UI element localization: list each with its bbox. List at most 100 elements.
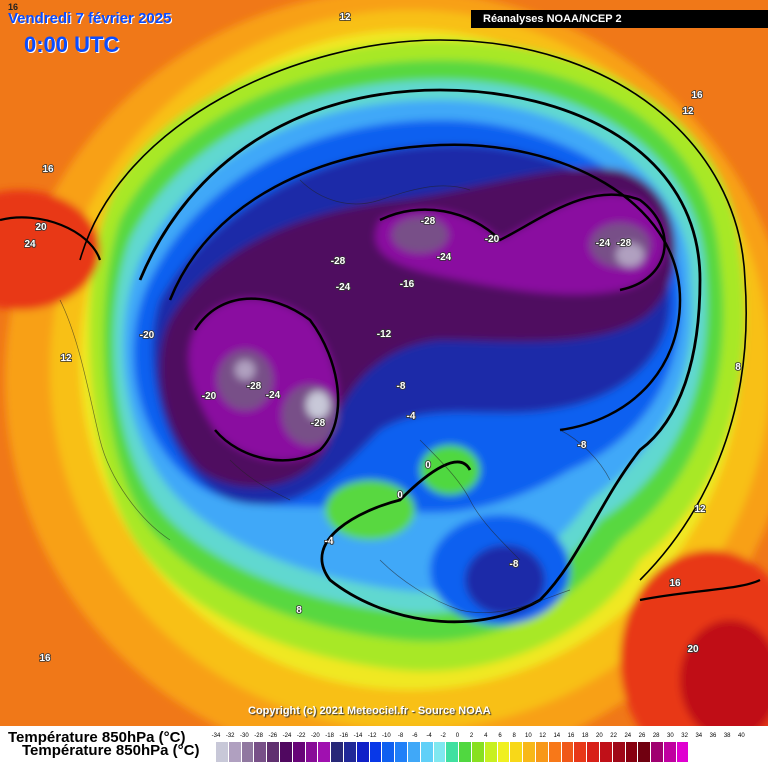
legend-tick: -14 (353, 733, 363, 739)
legend-tick: -6 (412, 733, 418, 739)
legend-tick: 8 (512, 733, 516, 739)
contour-label: -28 (617, 238, 632, 249)
legend-swatch (587, 742, 600, 762)
contour-label: -28 (311, 418, 326, 429)
contour-label: 8 (296, 605, 302, 616)
corner-label: 16 (8, 2, 19, 12)
legend-tick: -18 (325, 733, 334, 739)
legend-swatch (638, 742, 652, 762)
contour-label: -16 (400, 279, 415, 290)
legend-swatch (625, 742, 639, 762)
legend-tick: 38 (723, 733, 731, 739)
legend-tick: 22 (610, 733, 617, 739)
legend-swatch (395, 742, 408, 762)
contour-label: 0 (425, 460, 431, 471)
legend-tick: 36 (709, 733, 717, 739)
legend-swatch (254, 742, 268, 762)
legend-swatch (523, 742, 536, 762)
contour-label: 0 (397, 490, 403, 501)
legend-swatch (663, 742, 677, 762)
contour-label: -28 (421, 216, 436, 227)
legend-tick: -30 (240, 733, 249, 739)
contour-label: -20 (485, 234, 500, 245)
legend-tick: -2 (440, 733, 446, 739)
legend-swatch (228, 742, 242, 762)
legend-tick: -26 (268, 733, 278, 739)
legend-title: Température 850hPa (°C) (8, 729, 186, 746)
contour-label: -4 (325, 536, 334, 547)
legend-swatch (676, 742, 690, 762)
legend-tick: 40 (738, 733, 745, 739)
legend-title-shadow: Température 850hPa (°C) (22, 742, 200, 759)
contour-label: -8 (397, 381, 406, 392)
legend-tick: 32 (681, 733, 688, 739)
legend-tick: -4 (426, 733, 432, 739)
legend-swatch (561, 742, 575, 762)
contour-label: 16 (669, 578, 681, 589)
legend-tick: 18 (581, 733, 589, 739)
contour-label: -4 (407, 411, 416, 422)
legend-swatch (356, 742, 370, 762)
legend-scale-ticks: -34 -32 -30 -28 -26 -24 -22 -20 -18 -16 -14 -12 -10-… (212, 733, 756, 743)
legend-swatches (216, 742, 690, 762)
contour-label: -24 (596, 238, 611, 249)
contour-label: 8 (735, 362, 741, 373)
legend-swatch (279, 742, 293, 762)
legend-swatch (484, 742, 498, 762)
contour-label: 12 (694, 504, 706, 515)
legend-swatch (446, 742, 460, 762)
contour-label: -24 (336, 282, 351, 293)
legend-swatch (216, 742, 229, 762)
copyright-text: Copyright (c) 2021 Meteociel.fr - Source… (248, 705, 491, 717)
legend-swatch (433, 742, 447, 762)
contour-label: 16 (42, 164, 54, 175)
contour-label: -24 (437, 252, 452, 263)
legend-tick: 26 (638, 733, 646, 739)
legend-swatch (331, 742, 344, 762)
legend-swatch (241, 742, 255, 762)
legend-tick: 14 (553, 733, 561, 739)
legend-swatch (305, 742, 319, 762)
contour-label: -8 (578, 440, 587, 451)
contour-label: 16 (39, 653, 51, 664)
legend-tick: 28 (652, 733, 660, 739)
legend-swatch (459, 742, 472, 762)
legend-tick: -10 (382, 733, 391, 739)
legend-tick: 4 (484, 733, 488, 739)
legend-swatch (535, 742, 549, 762)
contour-label: 20 (35, 222, 47, 233)
legend-swatch (369, 742, 383, 762)
contour-label: -20 (140, 330, 155, 341)
contour-label: 20 (687, 644, 699, 655)
legend-swatch (612, 742, 626, 762)
legend-swatch (574, 742, 588, 762)
legend-tick: 24 (624, 733, 632, 739)
legend-swatch (267, 742, 280, 762)
contour-label: 12 (682, 106, 694, 117)
contour-label: -12 (377, 329, 392, 340)
legend-tick: 12 (539, 733, 546, 739)
legend-swatch (651, 742, 664, 762)
legend-tick: -12 (367, 733, 377, 739)
legend-tick: -24 (282, 733, 292, 739)
source-label: Réanalyses NOAA/NCEP 2 (471, 10, 768, 28)
legend-swatch (548, 742, 562, 762)
legend-tick: 34 (695, 733, 703, 739)
contour-label: -8 (510, 559, 519, 570)
contour-label: 24 (24, 239, 36, 250)
contour-label: -28 (247, 381, 262, 392)
legend-tick: 16 (567, 733, 575, 739)
legend-tick: -28 (254, 733, 263, 739)
contour-label: -24 (266, 390, 281, 401)
legend-swatch (599, 742, 613, 762)
legend-swatch (407, 742, 421, 762)
legend-swatch (420, 742, 434, 762)
contour-label: -20 (202, 391, 217, 402)
legend-swatch (382, 742, 396, 762)
legend-swatch (497, 742, 511, 762)
legend-tick: 10 (525, 733, 532, 739)
legend-tick: -20 (311, 733, 320, 739)
legend-tick: 2 (469, 733, 474, 739)
contour-label: -28 (331, 256, 346, 267)
